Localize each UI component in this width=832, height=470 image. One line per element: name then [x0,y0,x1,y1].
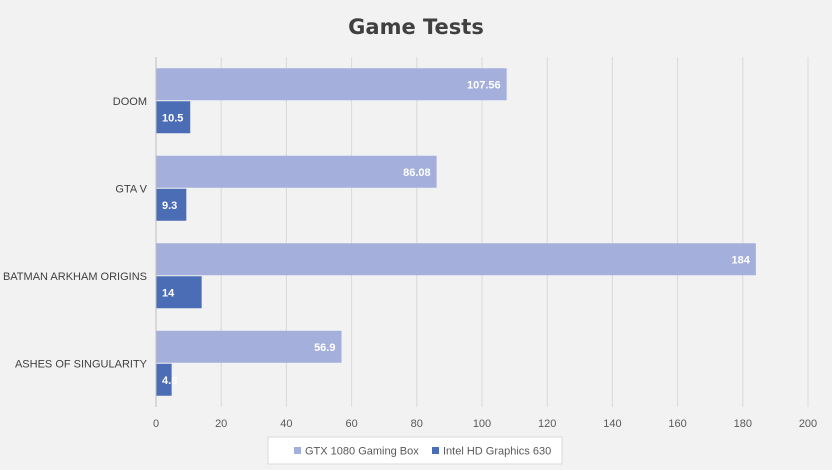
x-tick-label: 80 [411,418,423,430]
bar-intel-hd-630 [156,276,202,309]
chart-title: Game Tests [348,15,484,39]
gridlines [220,57,809,407]
bar-intel-hd-630 [156,101,191,134]
x-tick-label: 120 [538,418,556,430]
data-label: 86.08 [403,167,431,179]
bar-gtx-1080 [156,68,507,101]
data-label: 10.5 [162,112,183,124]
bar-gtx-1080 [156,243,756,276]
legend-swatch [432,447,439,454]
category-label: DOOM [113,96,147,108]
axes: 0 20 40 60 80 100 120 140 160 180 200 DOOM GTA V BATM… [3,57,817,430]
bar-intel-hd-630 [156,363,172,396]
legend-label: Intel HD Graphics 630 [443,446,551,458]
x-tick-label: 140 [603,418,621,430]
category-label: BATMAN ARKHAM ORIGINS [3,271,147,283]
x-tick-label: 100 [473,418,491,430]
data-label: 184 [731,254,750,266]
x-tick-label: 60 [345,418,357,430]
data-label: 14 [162,287,175,299]
bar-gtx-1080 [156,155,437,188]
bars: 107.56 10.5 86.08 9.3 184 14 56.9 4.8 [156,68,756,396]
category-label: ASHES OF SINGULARITY [15,358,148,370]
data-label: 9.3 [162,200,177,212]
x-tick-label: 20 [215,418,227,430]
data-label: 4.8 [162,375,177,387]
x-tick-label: 200 [799,418,817,430]
legend-swatch [294,447,301,454]
x-tick-label: 180 [734,418,752,430]
data-label: 56.9 [314,342,335,354]
legend-box [267,436,563,465]
bar-intel-hd-630 [156,188,187,221]
bar-gtx-1080 [156,330,342,363]
category-label: GTA V [115,183,147,195]
legend-label: GTX 1080 Gaming Box [305,446,419,458]
x-tick-label: 160 [668,418,686,430]
legend: GTX 1080 Gaming Box Intel HD Graphics 630 [267,436,563,465]
data-label: 107.56 [467,79,501,91]
x-tick-label: 40 [280,418,292,430]
x-tick-label: 0 [153,418,159,430]
